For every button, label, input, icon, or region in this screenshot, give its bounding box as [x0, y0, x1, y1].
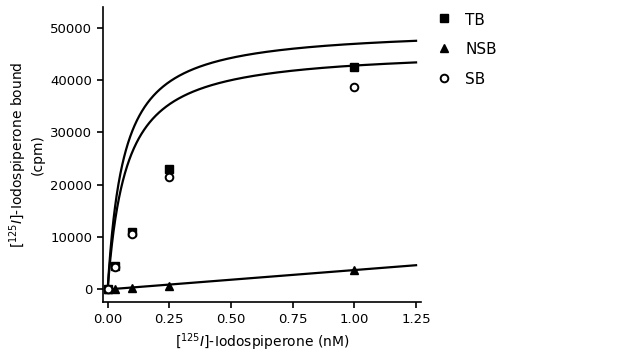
Legend: TB, NSB, SB: TB, NSB, SB: [432, 9, 500, 90]
TB: [104, 287, 111, 292]
SB: [350, 85, 358, 89]
SB: [104, 287, 111, 292]
TB: [128, 230, 136, 234]
NSB: [350, 267, 358, 272]
SB: [165, 175, 173, 179]
TB: [165, 167, 173, 171]
SB: [111, 265, 119, 270]
NSB: [128, 286, 136, 290]
X-axis label: $[^{125}I]$-Iodospiperone (nM): $[^{125}I]$-Iodospiperone (nM): [175, 332, 349, 353]
NSB: [104, 287, 111, 292]
TB: [350, 65, 358, 69]
SB: [128, 232, 136, 237]
Y-axis label: $[^{125}I]$-Iodospiperone bound
(cpm): $[^{125}I]$-Iodospiperone bound (cpm): [7, 62, 45, 248]
Line: NSB: NSB: [104, 266, 358, 293]
Line: TB: TB: [104, 63, 358, 293]
NSB: [111, 287, 119, 291]
TB: [111, 264, 119, 268]
Line: SB: SB: [104, 83, 358, 293]
NSB: [165, 284, 173, 288]
